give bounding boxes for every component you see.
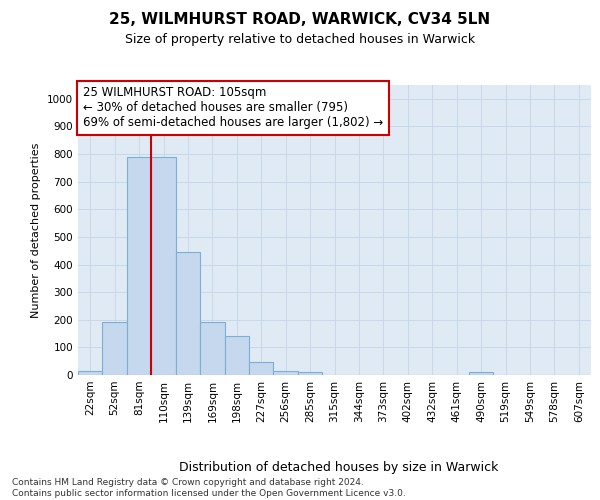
- Bar: [127, 157, 151, 375]
- Bar: [200, 322, 224, 375]
- Text: Contains HM Land Registry data © Crown copyright and database right 2024.
Contai: Contains HM Land Registry data © Crown c…: [12, 478, 406, 498]
- Bar: [274, 372, 298, 375]
- Bar: [224, 336, 249, 375]
- Bar: [78, 371, 103, 375]
- Bar: [249, 362, 274, 375]
- Text: 25 WILMHURST ROAD: 105sqm
← 30% of detached houses are smaller (795)
69% of semi: 25 WILMHURST ROAD: 105sqm ← 30% of detac…: [83, 86, 383, 130]
- Bar: [103, 322, 127, 375]
- Bar: [151, 157, 176, 375]
- Text: Size of property relative to detached houses in Warwick: Size of property relative to detached ho…: [125, 32, 475, 46]
- Bar: [469, 372, 493, 375]
- Bar: [176, 252, 200, 375]
- Bar: [298, 372, 322, 375]
- Text: Distribution of detached houses by size in Warwick: Distribution of detached houses by size …: [179, 461, 499, 474]
- Y-axis label: Number of detached properties: Number of detached properties: [31, 142, 41, 318]
- Text: 25, WILMHURST ROAD, WARWICK, CV34 5LN: 25, WILMHURST ROAD, WARWICK, CV34 5LN: [109, 12, 491, 28]
